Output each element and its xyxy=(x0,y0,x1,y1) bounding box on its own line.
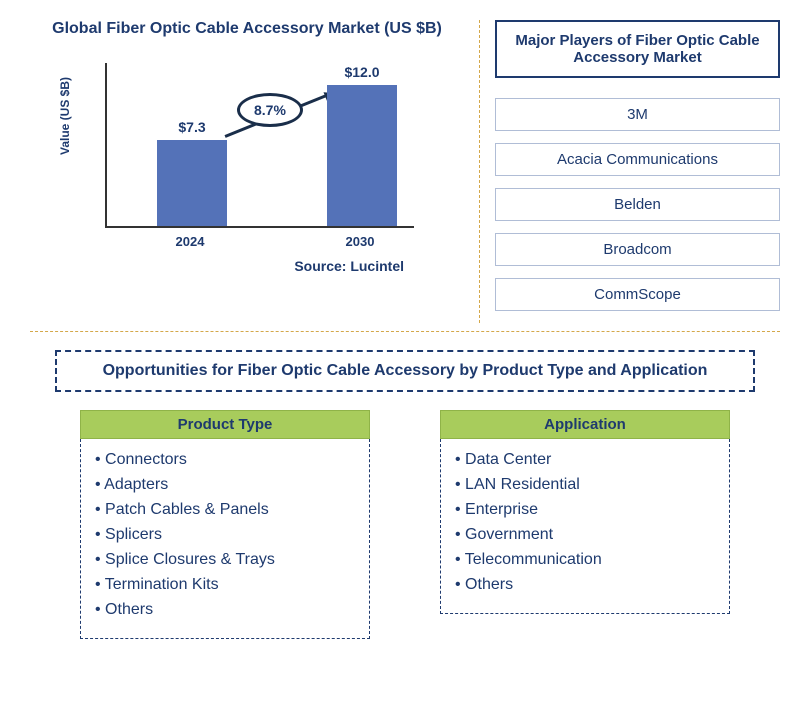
product-type-column: Product Type • Connectors • Adapters • Pat… xyxy=(80,410,370,639)
players-list: 3M Acacia Communications Belden Broadcom Com… xyxy=(495,98,780,311)
list-item: • Others xyxy=(455,576,715,594)
bar-label-2030: $12.0 xyxy=(327,64,397,80)
bar-2024 xyxy=(157,140,227,226)
product-type-list: • Connectors • Adapters • Patch Cables & P… xyxy=(80,439,370,639)
player-item: Belden xyxy=(495,188,780,221)
player-item: Acacia Communications xyxy=(495,143,780,176)
player-item: 3M xyxy=(495,98,780,131)
list-item: • Connectors xyxy=(95,451,355,469)
chart-title: Global Fiber Optic Cable Accessory Marke… xyxy=(30,20,464,38)
opportunity-columns: Product Type • Connectors • Adapters • Pat… xyxy=(30,410,780,639)
list-item: • Termination Kits xyxy=(95,576,355,594)
player-item: Broadcom xyxy=(495,233,780,266)
bar-label-2024: $7.3 xyxy=(157,119,227,135)
opportunities-section: Opportunities for Fiber Optic Cable Acce… xyxy=(30,331,780,639)
list-item: • Data Center xyxy=(455,451,715,469)
product-type-header: Product Type xyxy=(80,410,370,439)
growth-rate-badge: 8.7% xyxy=(237,93,303,127)
list-item: • Telecommunication xyxy=(455,551,715,569)
bar-2030 xyxy=(327,85,397,226)
x-label-2030: 2030 xyxy=(325,234,395,249)
list-item: • Government xyxy=(455,526,715,544)
chart-plot: 8.7% $7.3 $12.0 xyxy=(105,63,414,228)
chart-area: Value (US $B) 8.7% $7.3 $12.0 2024 2030 xyxy=(60,63,464,253)
x-label-2024: 2024 xyxy=(155,234,225,249)
list-item: • Splicers xyxy=(95,526,355,544)
list-item: • Others xyxy=(95,601,355,619)
application-column: Application • Data Center • LAN Residenti… xyxy=(440,410,730,639)
chart-panel: Global Fiber Optic Cable Accessory Marke… xyxy=(30,20,480,323)
application-list: • Data Center • LAN Residential • Enterpri… xyxy=(440,439,730,614)
list-item: • Enterprise xyxy=(455,501,715,519)
list-item: • Adapters xyxy=(95,476,355,494)
players-header: Major Players of Fiber Optic Cable Acces… xyxy=(495,20,780,78)
player-item: CommScope xyxy=(495,278,780,311)
chart-source: Source: Lucintel xyxy=(30,258,404,274)
infographic-container: Global Fiber Optic Cable Accessory Marke… xyxy=(30,20,780,700)
opportunities-header: Opportunities for Fiber Optic Cable Acce… xyxy=(55,350,755,392)
list-item: • Patch Cables & Panels xyxy=(95,501,355,519)
y-axis-label: Value (US $B) xyxy=(58,77,72,155)
list-item: • Splice Closures & Trays xyxy=(95,551,355,569)
application-header: Application xyxy=(440,410,730,439)
list-item: • LAN Residential xyxy=(455,476,715,494)
players-panel: Major Players of Fiber Optic Cable Acces… xyxy=(480,20,780,323)
top-section: Global Fiber Optic Cable Accessory Marke… xyxy=(30,20,780,323)
